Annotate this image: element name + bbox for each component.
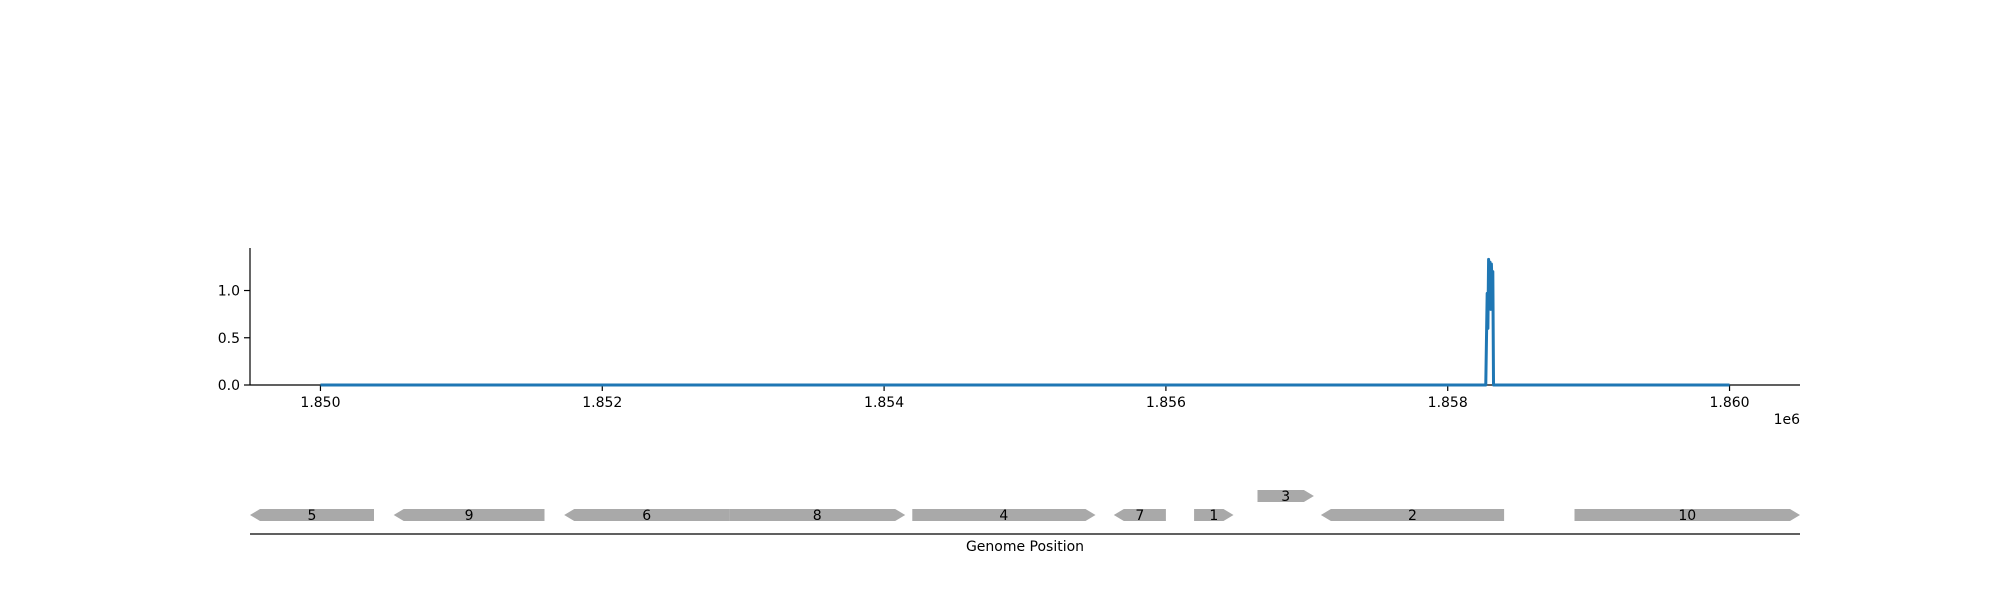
x-axis-multiplier: 1e6 [1774, 412, 1801, 428]
gene-label: 5 [308, 508, 317, 524]
x-tick-label: 1.858 [1428, 395, 1468, 411]
y-tick-label: 1.0 [218, 284, 240, 300]
gene-label: 10 [1678, 508, 1696, 524]
gene-track: 5 9 6 8 4 7 1 3 2 10 Genome Position [250, 489, 1800, 555]
gene-label: 6 [642, 508, 651, 524]
gene-label: 8 [813, 508, 822, 524]
x-axis-title: Genome Position [966, 539, 1084, 555]
gene-6-arrow [564, 509, 730, 521]
x-tick-label: 1.860 [1709, 395, 1749, 411]
gene-2-arrow [1320, 509, 1505, 521]
series-line [320, 257, 1730, 387]
gene-label: 9 [465, 508, 474, 524]
gene-5-arrow [250, 509, 374, 521]
x-axis-ticks: 1.850 1.852 1.854 1.856 1.858 1.860 [300, 385, 1750, 411]
gene-9-arrow [393, 509, 545, 521]
x-tick-label: 1.852 [582, 395, 622, 411]
x-tick-label: 1.856 [1146, 395, 1186, 411]
x-tick-label: 1.854 [864, 395, 904, 411]
coverage-plot: 0.0 0.5 1.0 1.850 1.852 1.854 1.856 1.858 1.860… [218, 248, 1800, 428]
gene-10-arrow [1574, 509, 1800, 521]
gene-8-arrow [729, 509, 906, 521]
gene-7-arrow [1113, 509, 1166, 521]
gene-label: 1 [1209, 508, 1218, 524]
gene-3-arrow [1257, 490, 1314, 502]
y-tick-label: 0.0 [218, 378, 240, 394]
gene-label: 4 [999, 508, 1008, 524]
gene-label: 7 [1135, 508, 1144, 524]
y-axis-ticks: 0.0 0.5 1.0 [218, 284, 250, 394]
gene-1-arrow [1194, 509, 1234, 521]
x-tick-label: 1.850 [300, 395, 340, 411]
gene-arrows: 5 9 6 8 4 7 1 3 2 10 [250, 489, 1800, 524]
gene-label: 3 [1281, 489, 1290, 505]
gene-4-arrow [912, 509, 1096, 521]
gene-label: 2 [1408, 508, 1417, 524]
y-tick-label: 0.5 [218, 331, 240, 347]
